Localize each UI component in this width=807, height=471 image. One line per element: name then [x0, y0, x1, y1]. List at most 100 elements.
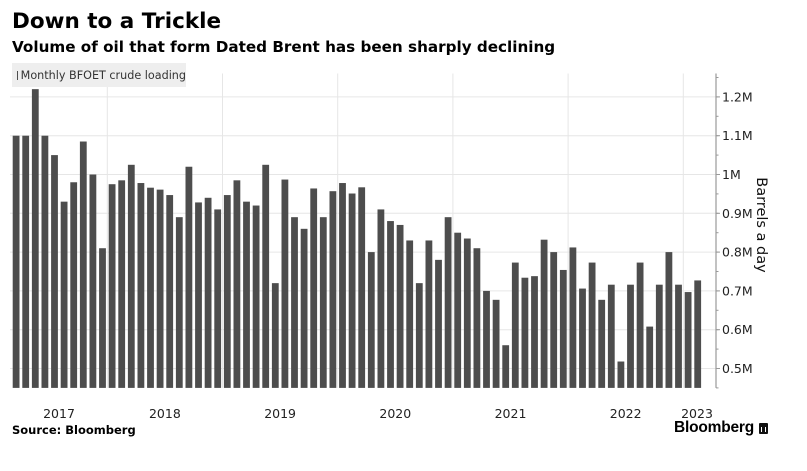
bar-series: [12, 89, 702, 388]
bar: [12, 135, 20, 388]
bar: [387, 221, 394, 388]
bar: [41, 135, 49, 388]
bar: [550, 252, 558, 388]
bar: [339, 183, 346, 388]
bar: [358, 187, 366, 388]
bar: [444, 217, 452, 388]
bar: [492, 299, 500, 388]
y-axis: 0.5M 0.6M 0.7M 0.8M 0.9M 1M 1.1M 1.2M: [715, 73, 753, 389]
bar: [377, 209, 385, 388]
x-tick-label: 2019: [264, 406, 296, 421]
chart-title: Down to a Trickle: [12, 9, 222, 34]
bar: [271, 283, 279, 388]
bar: [483, 290, 490, 388]
bar: [473, 248, 481, 388]
x-tick-label: 2018: [149, 406, 181, 421]
bar: [627, 284, 634, 388]
y-tick-label: 1M: [722, 167, 741, 182]
bar: [70, 182, 78, 388]
x-tick-label: 2020: [379, 406, 411, 421]
bar: [252, 205, 260, 388]
bar: [214, 209, 222, 388]
bar: [521, 277, 529, 388]
y-tick-label: 0.7M: [722, 283, 753, 298]
bar: [559, 269, 567, 388]
bar: [175, 217, 183, 388]
bar: [425, 240, 433, 388]
bar: [204, 197, 212, 388]
bar: [281, 179, 289, 388]
bar: [435, 259, 442, 388]
bar: [684, 292, 692, 388]
legend: Monthly BFOET crude loading: [12, 63, 186, 87]
bar: [598, 299, 606, 388]
y-axis-title: Barrels a day: [753, 177, 769, 273]
bar: [502, 345, 510, 388]
bar: [406, 240, 414, 388]
bar: [137, 183, 145, 388]
legend-swatch: [17, 70, 18, 80]
vertical-gridlines: [106, 73, 684, 388]
bar: [291, 217, 298, 388]
bar: [60, 201, 68, 388]
y-tick-label: 1.2M: [722, 89, 753, 104]
bar: [147, 187, 154, 388]
y-tick-label: 0.5M: [722, 361, 753, 376]
bar: [531, 276, 538, 388]
bar: [79, 141, 87, 388]
x-tick-label: 2023: [681, 406, 713, 421]
bar: [694, 280, 702, 388]
bar: [579, 288, 586, 388]
bar: [262, 164, 270, 388]
y-tick-label: 0.9M: [722, 206, 753, 221]
bar: [617, 361, 625, 388]
legend-label: Monthly BFOET crude loading: [20, 68, 186, 82]
bar: [463, 238, 471, 388]
bar: [665, 252, 673, 388]
bar: [329, 191, 337, 388]
x-axis: 2017 2018 2019 2020 2021 2022 2023: [43, 406, 713, 421]
bar: [89, 174, 97, 388]
bar: [108, 184, 116, 388]
source-note: Source: Bloomberg: [12, 423, 136, 437]
bar: [185, 166, 193, 388]
bar: [540, 239, 548, 388]
bar: [195, 202, 202, 388]
bar: [646, 326, 654, 388]
bar: [22, 135, 30, 388]
y-tick-label: 0.8M: [722, 245, 753, 260]
bar: [233, 180, 241, 388]
bar: [367, 252, 375, 388]
y-tick-label: 1.1M: [722, 128, 753, 143]
bar: [454, 232, 462, 388]
bar: [99, 248, 106, 388]
bar: [569, 247, 577, 388]
bar: [51, 155, 58, 388]
bar: [319, 217, 327, 388]
brand-text: Bloomberg: [674, 419, 755, 436]
bar: [588, 262, 596, 388]
bar: [156, 189, 164, 388]
bar: [243, 201, 250, 388]
x-tick-label: 2021: [495, 406, 527, 421]
bar: [607, 284, 615, 388]
bloomberg-logo: Bloomberg: [674, 419, 769, 437]
bar: [396, 224, 404, 388]
bloomberg-terminal-icon: [759, 422, 769, 434]
chart-subtitle: Volume of oil that form Dated Brent has …: [12, 38, 556, 56]
bar: [118, 180, 126, 388]
bar: [127, 164, 135, 388]
y-tick-label: 0.6M: [722, 322, 753, 337]
bar: [166, 195, 174, 388]
bar: [636, 262, 644, 388]
bar: [31, 89, 39, 388]
bar: [655, 284, 663, 388]
bar: [310, 188, 318, 388]
x-tick-label: 2017: [43, 406, 75, 421]
bar: [300, 228, 308, 388]
bar: [511, 262, 519, 388]
bar: [415, 283, 423, 388]
bar: [223, 195, 231, 388]
bar: [348, 193, 356, 388]
